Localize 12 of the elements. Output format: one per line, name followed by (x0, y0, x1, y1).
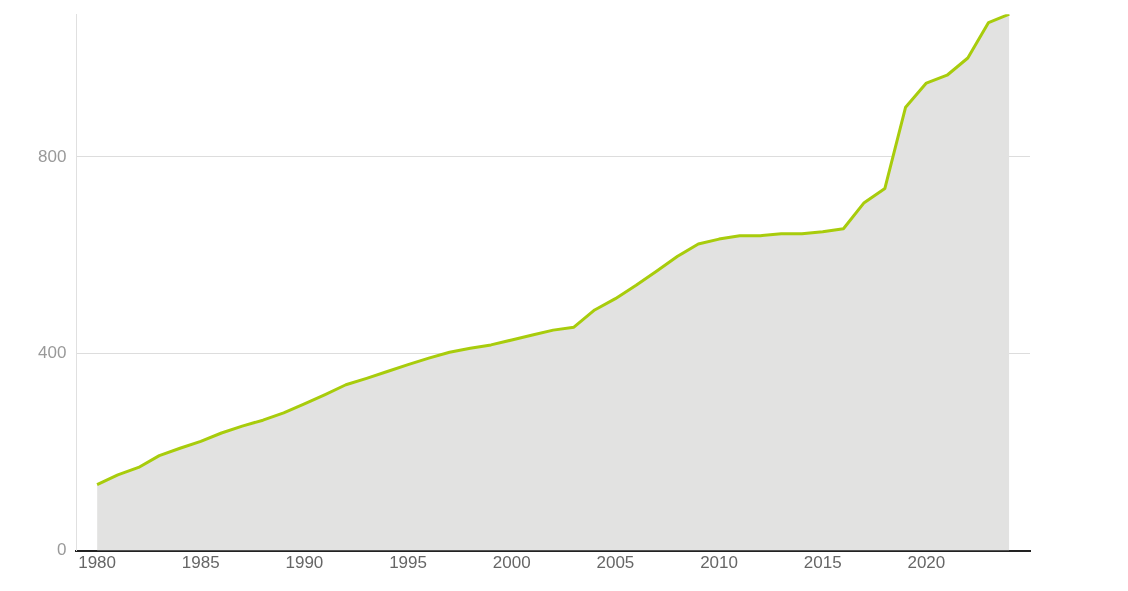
x-tick-label: 1985 (181, 553, 220, 573)
x-tick-label: 1980 (78, 553, 117, 573)
x-tick-label: 2020 (907, 553, 946, 573)
x-tick-label: 1995 (389, 553, 427, 573)
x-tick-label: 1990 (285, 553, 324, 573)
x-tick-label: 2015 (803, 553, 842, 573)
x-tick-label: 2005 (596, 553, 635, 573)
y-tick-label: 0 (56, 540, 67, 560)
y-tick-label: 400 (37, 343, 67, 363)
y-tick-label: 800 (37, 146, 67, 166)
x-tick-label: 2000 (492, 553, 531, 573)
x-tick-label: 2010 (700, 553, 738, 573)
